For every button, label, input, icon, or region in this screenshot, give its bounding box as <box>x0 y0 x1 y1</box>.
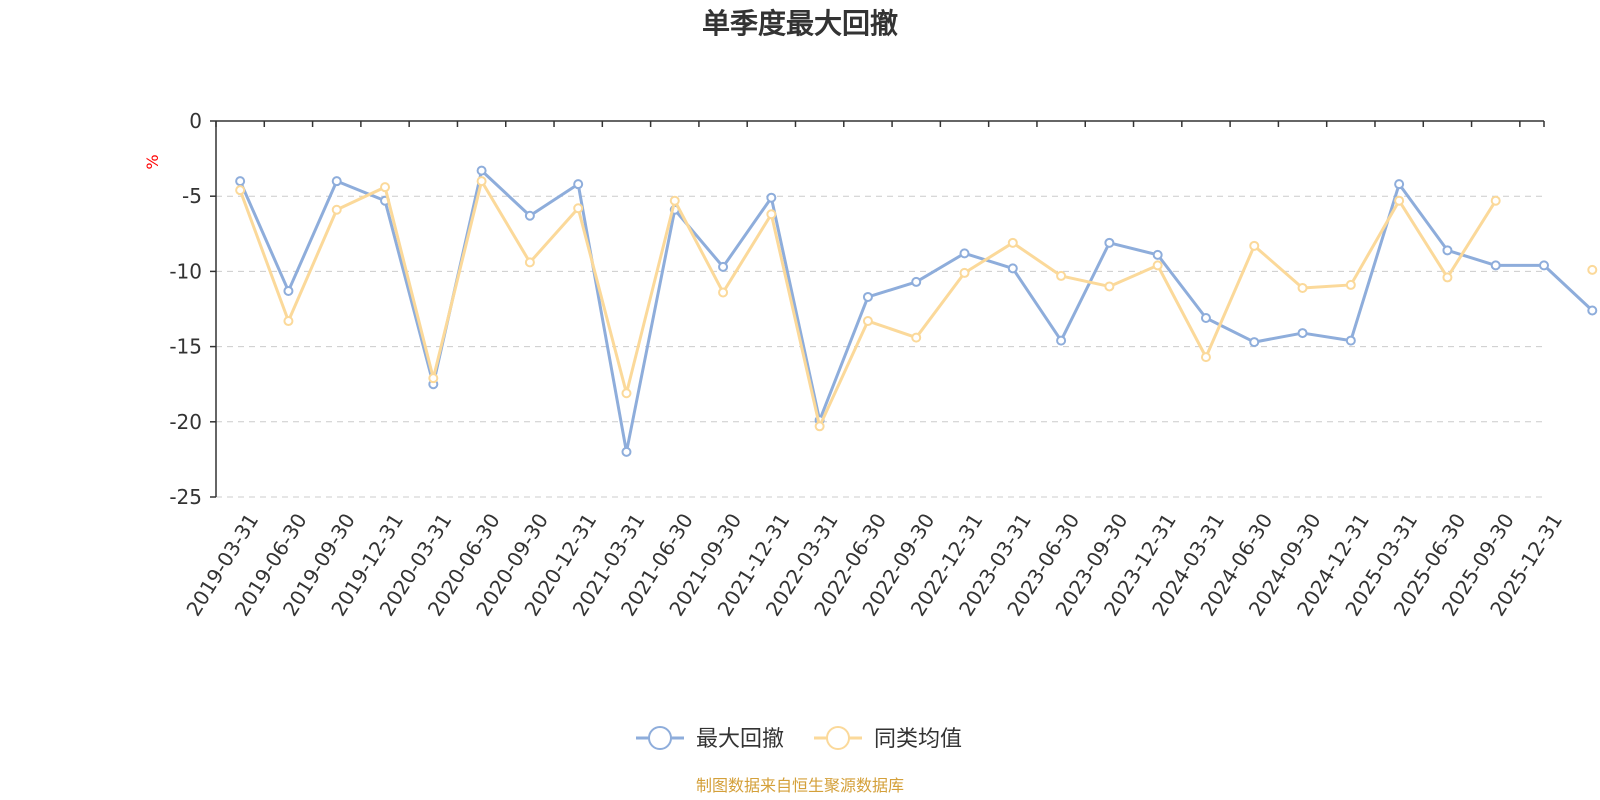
source-note: 制图数据来自恒生聚源数据库 <box>696 776 904 795</box>
y-tick-label: -20 <box>169 410 202 434</box>
legend-item-2[interactable]: 同类均值 <box>814 726 962 752</box>
data-point[interactable] <box>1104 281 1115 292</box>
data-point[interactable] <box>331 176 342 187</box>
data-point[interactable] <box>669 195 680 206</box>
data-point[interactable] <box>1490 260 1501 271</box>
data-point[interactable] <box>1345 335 1356 346</box>
series-line <box>238 179 1497 428</box>
data-point[interactable] <box>718 261 729 272</box>
data-point[interactable] <box>1007 237 1018 248</box>
data-point[interactable] <box>959 248 970 259</box>
data-point[interactable] <box>476 165 487 176</box>
grid-lines <box>216 195 1544 498</box>
legend-marker-icon <box>648 726 672 750</box>
data-point[interactable] <box>1056 270 1067 281</box>
data-point[interactable] <box>331 204 342 215</box>
data-point[interactable] <box>1345 279 1356 290</box>
chart-title: 单季度最大回撤 <box>702 7 898 40</box>
data-point[interactable] <box>766 209 777 220</box>
data-point[interactable] <box>1152 260 1163 271</box>
data-point[interactable] <box>959 267 970 278</box>
data-point[interactable] <box>1200 352 1211 363</box>
data-point[interactable] <box>911 332 922 343</box>
data-point[interactable] <box>235 185 246 196</box>
data-point[interactable] <box>862 291 873 302</box>
data-point[interactable] <box>573 203 584 214</box>
data-point[interactable] <box>1200 313 1211 324</box>
data-point[interactable] <box>1056 335 1067 346</box>
data-point[interactable] <box>428 373 439 384</box>
series-line <box>238 169 1594 454</box>
data-point[interactable] <box>1249 337 1260 348</box>
y-tick-label: -25 <box>169 485 202 509</box>
axes: 0-5-10-15-20-252019-03-312019-06-302019-… <box>169 109 1567 620</box>
data-point[interactable] <box>911 276 922 287</box>
series-layer <box>235 165 1598 457</box>
data-point[interactable] <box>1490 195 1501 206</box>
data-point[interactable] <box>573 179 584 190</box>
data-point[interactable] <box>524 257 535 268</box>
data-point[interactable] <box>235 176 246 187</box>
data-point[interactable] <box>476 176 487 187</box>
data-point[interactable] <box>621 446 632 457</box>
series-2 <box>235 176 1598 432</box>
data-point[interactable] <box>1394 179 1405 190</box>
legend-label: 同类均值 <box>874 727 962 752</box>
legend-label: 最大回撤 <box>696 727 784 752</box>
data-point[interactable] <box>1442 245 1453 256</box>
data-point[interactable] <box>1104 237 1115 248</box>
data-point[interactable] <box>1442 272 1453 283</box>
y-tick-label: -5 <box>182 184 202 208</box>
data-point[interactable] <box>1249 240 1260 251</box>
data-point[interactable] <box>1297 328 1308 339</box>
y-axis-unit-label: % <box>143 154 162 169</box>
data-point[interactable] <box>1587 264 1598 275</box>
data-point[interactable] <box>718 287 729 298</box>
legend[interactable]: 最大回撤 同类均值 <box>636 726 962 752</box>
data-point[interactable] <box>524 210 535 221</box>
data-point[interactable] <box>1394 195 1405 206</box>
y-tick-label: -15 <box>169 335 202 359</box>
y-tick-label: 0 <box>189 109 202 133</box>
y-tick-label: -10 <box>169 259 202 283</box>
legend-marker-icon <box>826 726 850 750</box>
data-point[interactable] <box>1007 263 1018 274</box>
data-point[interactable] <box>1152 249 1163 260</box>
data-point[interactable] <box>380 182 391 193</box>
data-point[interactable] <box>1587 305 1598 316</box>
data-point[interactable] <box>283 285 294 296</box>
legend-item-1[interactable]: 最大回撤 <box>636 726 784 752</box>
data-point[interactable] <box>814 421 825 432</box>
data-point[interactable] <box>283 316 294 327</box>
data-point[interactable] <box>621 388 632 399</box>
data-point[interactable] <box>766 192 777 203</box>
data-point[interactable] <box>862 316 873 327</box>
data-point[interactable] <box>1539 260 1549 271</box>
data-point[interactable] <box>1297 282 1308 293</box>
